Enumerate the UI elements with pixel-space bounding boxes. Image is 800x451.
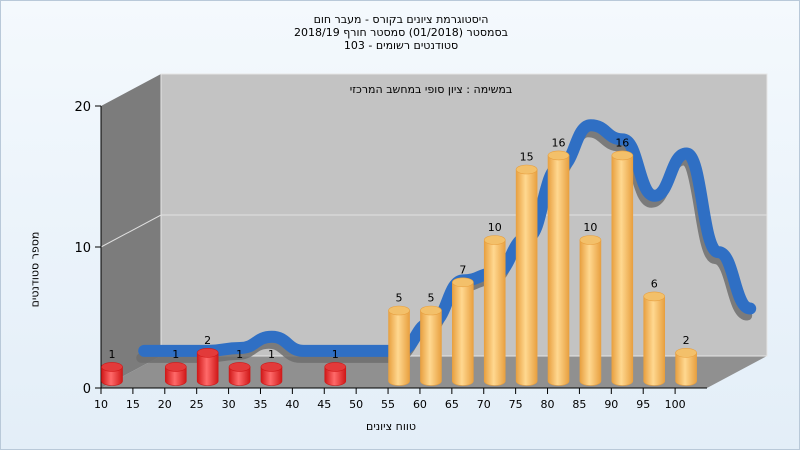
bar-55: 5	[388, 292, 410, 386]
bar-60: 5	[420, 292, 442, 386]
bar-value-label: 10	[583, 221, 597, 234]
bar-90: 16	[611, 136, 634, 386]
bar-top	[611, 150, 634, 161]
x-tick-label: 70	[477, 398, 491, 411]
bar-10: 1	[101, 348, 123, 386]
chart-title-line-1: היסטוגרמת ציונים בקורס - מעבר חום	[313, 13, 489, 26]
x-tick-label: 100	[665, 398, 686, 411]
bar-value-label: 10	[488, 221, 502, 234]
bar-body	[643, 296, 666, 386]
bar-body	[420, 310, 442, 386]
bar-top	[388, 305, 410, 316]
x-tick-label: 90	[604, 398, 618, 411]
bar-body	[483, 239, 506, 386]
bar-top	[483, 235, 506, 245]
x-tick-label: 45	[317, 398, 331, 411]
bar-top	[643, 291, 666, 302]
y-axis-label-box: מספר סטודנטים	[25, 201, 42, 341]
bar-body	[260, 366, 283, 386]
y-tick-label: 0	[83, 382, 91, 397]
x-tick-label: 65	[445, 398, 459, 411]
bar-75: 15	[515, 151, 538, 386]
bar-top	[579, 235, 602, 245]
x-tick-label: 40	[285, 398, 299, 411]
bar-top	[260, 362, 283, 372]
x-tick-label: 25	[190, 398, 204, 411]
x-tick-label: 55	[381, 398, 395, 411]
bar-top	[515, 164, 538, 175]
bar-95: 6	[643, 277, 666, 386]
bar-value-label: 1	[236, 348, 243, 361]
bar-70: 10	[483, 221, 506, 386]
bar-top	[101, 362, 123, 372]
y-tick-label: 10	[74, 241, 91, 256]
bar-top	[164, 362, 187, 372]
bar-value-label: 2	[683, 334, 690, 347]
bar-value-label: 16	[615, 136, 629, 149]
bar-value-label: 6	[651, 277, 658, 290]
bar-value-label: 1	[109, 348, 116, 361]
bar-value-label: 5	[427, 292, 434, 305]
bar-value-label: 5	[396, 292, 403, 305]
bar-30: 1	[228, 348, 251, 386]
bar-value-label: 2	[204, 334, 211, 347]
bar-top	[675, 347, 697, 358]
x-tick-label: 95	[636, 398, 650, 411]
bar-35: 1	[260, 348, 283, 386]
bar-value-label: 16	[552, 136, 566, 149]
bar-body	[101, 366, 123, 386]
bar-body	[675, 352, 697, 386]
bar-top	[228, 362, 251, 372]
bar-20: 1	[164, 348, 187, 386]
bar-body	[324, 366, 347, 386]
bar-body	[452, 282, 474, 386]
bar-value-label: 1	[332, 348, 339, 361]
bar-body	[611, 155, 634, 386]
y-axis-label: מספר סטודנטים	[28, 231, 42, 308]
x-tick-label: 10	[94, 398, 108, 411]
x-tick-label: 30	[222, 398, 236, 411]
bar-value-label: 1	[172, 348, 179, 361]
bar-top	[420, 305, 442, 316]
y-tick-label: 20	[74, 100, 91, 115]
bar-body	[515, 169, 538, 386]
bar-value-label: 1	[268, 348, 275, 361]
x-tick-label: 50	[349, 398, 363, 411]
bar-body	[196, 352, 219, 386]
bar-65: 7	[452, 263, 474, 386]
x-tick-label: 85	[572, 398, 586, 411]
bar-top	[452, 277, 474, 288]
x-tick-label: 80	[541, 398, 555, 411]
chart-title-line-3: סטודנטים רשומים - 103	[343, 39, 459, 52]
x-tick-label: 60	[413, 398, 427, 411]
chart-title-line-2: בסמסטר (01/2018) סמסטר חורף 2018/19	[294, 26, 508, 39]
bar-value-label: 15	[520, 151, 534, 164]
x-tick-label: 35	[253, 398, 267, 411]
bar-body	[547, 155, 570, 386]
chart-subtitle: במשימה : ציון סופי במחשב המרכזי	[349, 83, 513, 96]
bar-value-label: 7	[459, 263, 466, 276]
x-tick-label: 15	[126, 398, 140, 411]
bar-top	[547, 150, 570, 161]
x-tick-label: 75	[509, 398, 523, 411]
bar-body	[164, 366, 187, 386]
bar-25: 2	[196, 334, 219, 386]
bar-45: 1	[324, 348, 347, 386]
bar-100: 2	[675, 334, 697, 386]
bar-85: 10	[579, 221, 602, 386]
bar-80: 16	[547, 136, 570, 386]
bar-top	[324, 362, 347, 372]
bar-body	[579, 239, 602, 386]
bar-top	[196, 347, 219, 358]
bar-body	[388, 310, 410, 386]
x-tick-label: 20	[158, 398, 172, 411]
bar-body	[228, 366, 251, 386]
x-axis-label: טווח ציונים	[366, 420, 416, 433]
